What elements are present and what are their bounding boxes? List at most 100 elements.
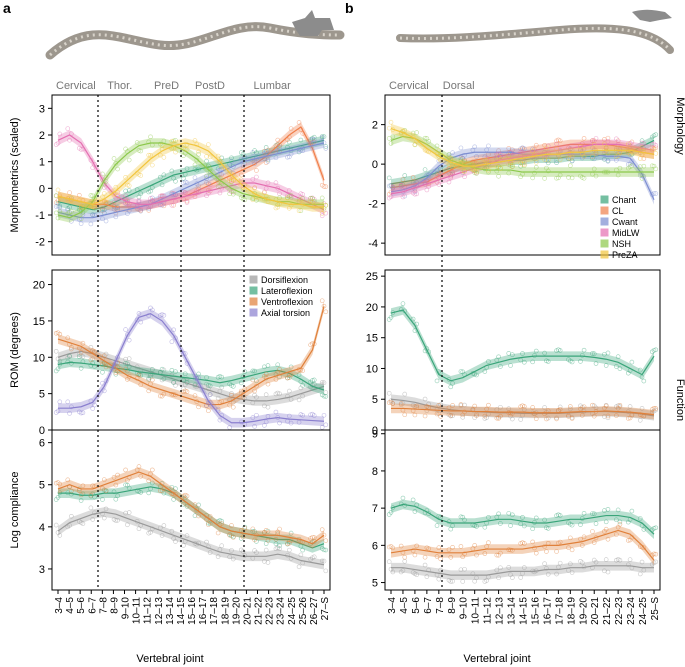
- region-label: Lumbar: [254, 80, 292, 92]
- data-point: [182, 371, 188, 377]
- data-point: [542, 411, 547, 417]
- data-point: [323, 394, 329, 399]
- data-point: [55, 408, 61, 414]
- data-point: [388, 119, 394, 125]
- data-point: [196, 513, 201, 519]
- data-point: [115, 166, 120, 172]
- data-point: [230, 384, 236, 389]
- a-compliance-panel: 3 4 5 6 Log compliance 3–4 4–5 5–6 6–7 7–8 8–9 9–10…: [9, 429, 331, 625]
- series-line: [390, 151, 655, 200]
- confidence-band: [58, 357, 324, 395]
- data-point: [69, 218, 74, 224]
- data-point: [446, 547, 452, 552]
- data-point: [494, 168, 500, 174]
- data-point: [126, 204, 132, 209]
- data-point: [169, 138, 175, 144]
- data-point: [498, 413, 503, 419]
- data-point: [518, 150, 524, 155]
- data-point: [173, 178, 178, 184]
- legend-swatch: [600, 195, 609, 204]
- data-point: [159, 366, 165, 372]
- data-point: [494, 567, 500, 573]
- data-point: [265, 537, 271, 543]
- legend-entry: Lateroflexion: [261, 286, 313, 296]
- data-point: [591, 351, 597, 357]
- data-point: [138, 208, 144, 214]
- data-point: [566, 545, 571, 550]
- data-point: [204, 173, 209, 179]
- data-point: [254, 394, 259, 400]
- data-point: [207, 392, 213, 397]
- data-point: [254, 150, 259, 155]
- data-point: [100, 380, 105, 386]
- confidence-band: [391, 305, 654, 386]
- data-point: [77, 193, 82, 198]
- data-point: [398, 543, 404, 549]
- data-point: [400, 301, 406, 306]
- data-point: [80, 212, 86, 217]
- data-point: [508, 523, 513, 528]
- data-point: [138, 382, 144, 388]
- data-point: [593, 361, 599, 366]
- data-point: [250, 150, 256, 155]
- data-point: [400, 401, 406, 406]
- data-point: [78, 216, 84, 222]
- data-point: [426, 139, 431, 144]
- data-point: [78, 349, 84, 355]
- data-point: [533, 142, 539, 148]
- data-point: [263, 371, 269, 377]
- data-point: [637, 156, 643, 161]
- data-point: [181, 501, 186, 507]
- data-point: [126, 188, 132, 193]
- data-point: [157, 174, 163, 180]
- data-point: [323, 184, 329, 189]
- data-point: [579, 413, 585, 418]
- data-point: [57, 205, 63, 210]
- y-tick-label: 5: [39, 480, 45, 492]
- data-point: [568, 404, 573, 409]
- data-point: [590, 138, 595, 144]
- data-point: [438, 169, 443, 175]
- data-point: [388, 141, 394, 146]
- data-point: [533, 165, 539, 170]
- data-point: [414, 543, 420, 549]
- data-point: [390, 185, 396, 190]
- data-point: [296, 397, 302, 403]
- data-point: [219, 543, 225, 549]
- data-point: [388, 189, 394, 195]
- a-morphometrics-frame: [51, 94, 331, 256]
- data-point: [494, 552, 500, 558]
- y-tick-label: 15: [33, 316, 45, 328]
- data-point: [319, 195, 325, 201]
- data-point: [448, 413, 454, 418]
- data-point: [263, 392, 269, 397]
- data-point: [196, 151, 201, 157]
- y-tick-label: 15: [366, 333, 378, 345]
- series-line: [390, 139, 655, 185]
- data-point: [67, 411, 72, 416]
- data-point: [474, 524, 479, 529]
- data-point: [591, 413, 597, 419]
- data-point: [101, 353, 107, 359]
- data-point: [207, 514, 213, 519]
- data-point: [150, 185, 155, 190]
- function-label: Function: [674, 379, 685, 421]
- x-tick-label: 18–19: [220, 597, 231, 625]
- data-point: [67, 353, 72, 359]
- data-point: [146, 206, 152, 212]
- data-point: [217, 159, 223, 164]
- x-tick-label: 26–27: [309, 597, 320, 625]
- y-tick-label: 2: [372, 120, 378, 132]
- x-tick-label: 22–23: [265, 597, 276, 625]
- series-cwant: [386, 143, 659, 205]
- data-point: [57, 399, 63, 405]
- data-point: [510, 411, 515, 416]
- x-tick-label: 6–7: [87, 597, 98, 614]
- data-point: [275, 204, 281, 210]
- series-line: [390, 143, 655, 195]
- data-point: [123, 361, 128, 366]
- data-point: [506, 565, 512, 570]
- data-point: [311, 535, 317, 540]
- data-point: [637, 164, 643, 169]
- data-point: [262, 423, 267, 428]
